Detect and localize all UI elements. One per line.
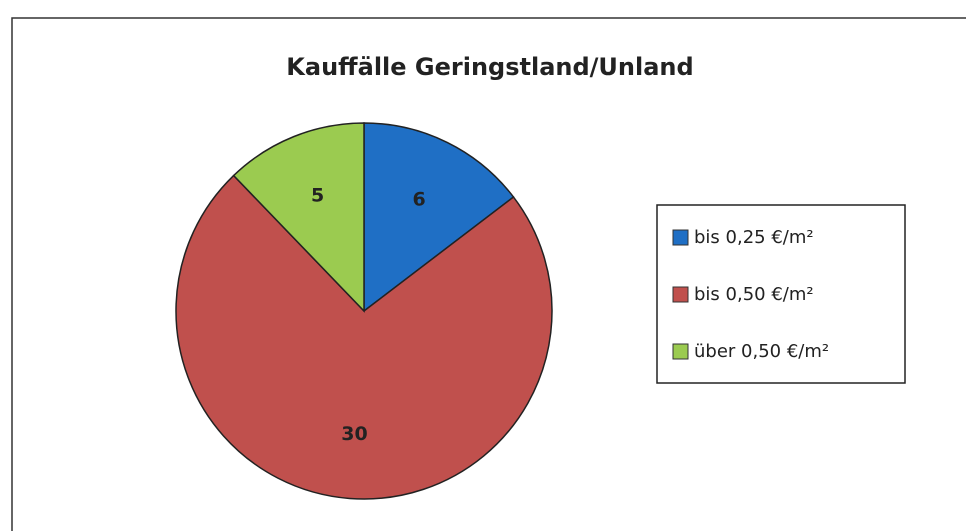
data-label: 6 xyxy=(412,188,425,210)
legend-label: bis 0,25 €/m² xyxy=(694,227,814,248)
chart-title: Kauffälle Geringstland/Unland xyxy=(286,53,693,81)
pie-slice xyxy=(363,122,515,313)
legend-swatch xyxy=(672,343,689,360)
data-label: 5 xyxy=(311,184,324,206)
pie-slice xyxy=(232,122,365,313)
legend-label: über 0,50 €/m² xyxy=(694,341,829,362)
data-label: 30 xyxy=(341,423,367,445)
legend-label: bis 0,50 €/m² xyxy=(694,284,814,305)
legend-swatch xyxy=(672,229,689,246)
pie-slice xyxy=(175,174,553,500)
legend-swatch xyxy=(672,286,689,303)
legend-box xyxy=(656,204,906,384)
